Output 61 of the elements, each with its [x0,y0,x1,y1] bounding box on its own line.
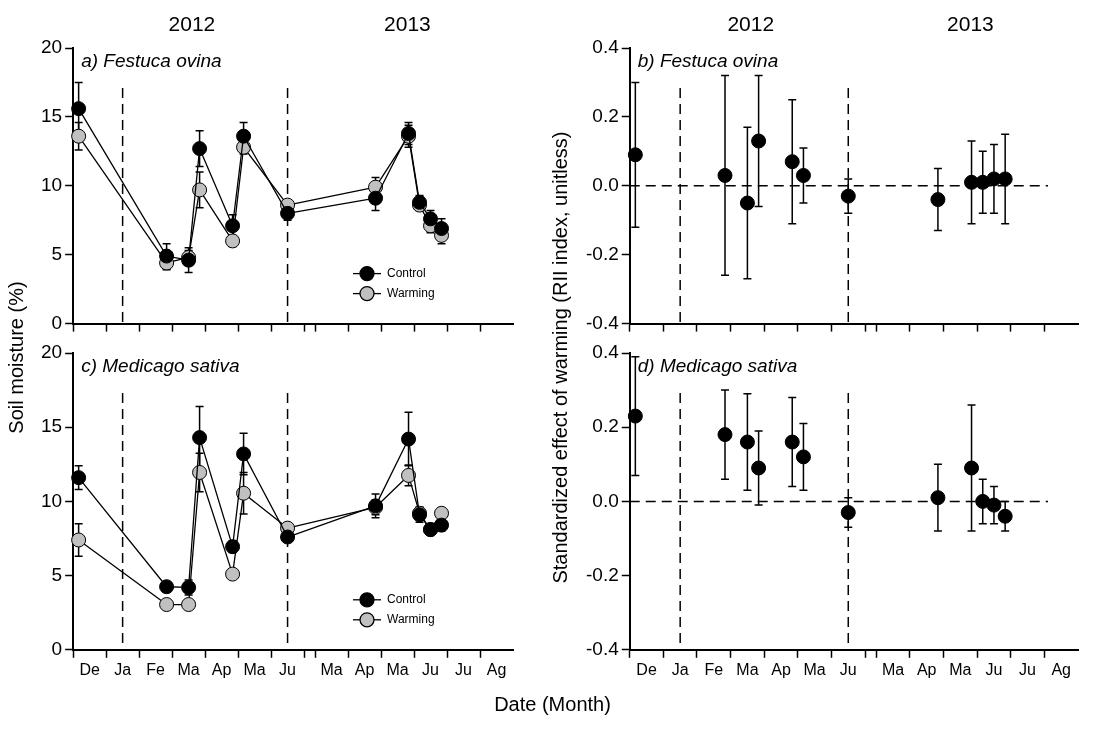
y-tick-label: 10 [40,489,63,511]
chart-title: b) Festuca ovina [637,49,779,71]
text: 2013 [947,12,994,36]
x-axis-title: Date (Month) [493,693,612,716]
x-tick-label: Ag [486,660,507,678]
x-tick-label: Ju [422,660,439,678]
x-tick-label: Ja [114,660,132,678]
y-tick-label: 0 [51,311,63,333]
y-tick-label: 20 [40,341,63,363]
y-axis-title: Standardized effect of warming (RII index, unitless) [548,130,572,586]
x-tick-label: Ja [671,660,689,678]
y-tick-label: -0.4 [585,311,620,333]
y-tick-label: -0.2 [585,563,619,585]
y-tick-label: 20 [40,36,63,58]
x-tick-label: Ma [803,660,826,678]
y-tick-label: 5 [51,242,63,264]
x-tick-label: Ju [1019,660,1037,678]
legend-label: Control [387,265,426,280]
chart-title: a) Festuca ovina [81,49,222,71]
x-tick-label: Fe [146,660,166,678]
y-tick-label: -0.4 [585,638,620,660]
y-tick-label: -0.2 [585,242,619,264]
y-tick-label: 0.2 [592,415,619,437]
x-tick-label: Ma [320,660,343,678]
x-tick-label: Ma [177,660,200,678]
x-tick-label: Ap [771,660,791,678]
legend-label: Warming [387,285,435,300]
y-tick-label: 0 [51,638,63,660]
x-tick-label: Ma [386,660,409,678]
chart-title: d) Medicago sativa [637,354,798,376]
legend-label: Warming [387,612,435,627]
x-tick-label: Ap [354,660,375,678]
text: 2013 [384,12,431,36]
x-tick-label: Ma [243,660,266,678]
chart-title: c) Medicago sativa [81,354,240,376]
x-tick-label: De [79,660,100,678]
x-tick-label: Ma [881,660,905,678]
x-tick-label: Ma [736,660,759,678]
text: 2012 [727,12,775,36]
y-tick-label: 5 [51,563,63,585]
x-tick-label: Ju [985,660,1003,678]
y-tick-label: 0.2 [592,105,619,127]
y-tick-label: 0.4 [592,36,620,58]
x-tick-label: Ju [279,660,297,678]
x-tick-label: Ju [455,660,472,678]
x-tick-label: Ma [949,660,972,678]
legend-label: Control [387,592,426,607]
y-axis-title: Soil moisture (%) [4,280,28,436]
x-tick-label: Ap [211,660,232,678]
y-tick-label: 15 [40,105,63,127]
x-tick-label: Ju [839,660,857,678]
x-tick-label: De [636,660,657,678]
y-tick-label: 0.0 [592,489,619,511]
x-tick-label: Ag [1051,660,1071,678]
y-tick-label: 10 [40,174,63,196]
x-tick-label: Fe [704,660,724,678]
text: 2012 [168,12,216,36]
x-tick-label: Ap [916,660,937,678]
y-tick-label: 0.4 [592,341,620,363]
y-tick-label: 0.0 [592,174,619,196]
y-tick-label: 15 [40,415,63,437]
